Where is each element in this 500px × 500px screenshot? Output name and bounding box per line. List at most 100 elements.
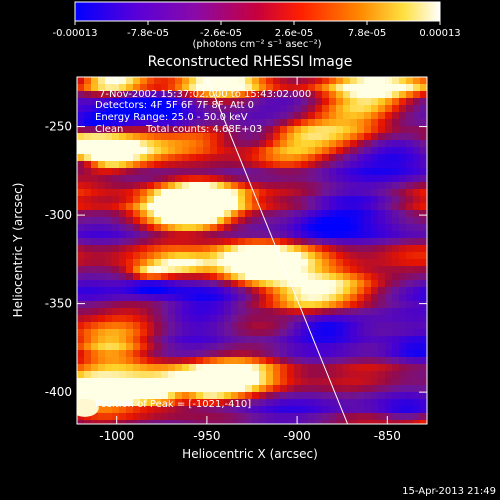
- heatmap-cell: [168, 287, 176, 295]
- heatmap-cell: [175, 147, 183, 155]
- heatmap-cell: [119, 231, 127, 239]
- heatmap-cell: [413, 357, 421, 365]
- heatmap-cell: [140, 287, 148, 295]
- heatmap-cell: [98, 336, 106, 344]
- heatmap-cell: [308, 350, 316, 358]
- heatmap-cell: [252, 350, 260, 358]
- heatmap-cell: [161, 406, 169, 414]
- heatmap-cell: [175, 189, 183, 197]
- heatmap-cell: [357, 91, 365, 99]
- heatmap-image: [77, 77, 427, 424]
- heatmap-cell: [126, 245, 134, 253]
- heatmap-cell: [343, 280, 351, 288]
- heatmap-cell: [385, 385, 393, 393]
- heatmap-cell: [210, 133, 218, 141]
- heatmap-cell: [350, 84, 358, 92]
- heatmap-cell: [371, 357, 379, 365]
- heatmap-cell: [280, 140, 288, 148]
- heatmap-cell: [224, 133, 232, 141]
- heatmap-cell: [196, 147, 204, 155]
- heatmap-cell: [357, 336, 365, 344]
- heatmap-cell: [77, 413, 85, 421]
- heatmap-cell: [392, 161, 400, 169]
- heatmap-cell: [252, 329, 260, 337]
- heatmap-cell: [210, 294, 218, 302]
- heatmap-cell: [77, 259, 85, 267]
- heatmap-cell: [119, 217, 127, 225]
- heatmap-cell: [245, 140, 253, 148]
- heatmap-cell: [287, 336, 295, 344]
- heatmap-cell: [126, 280, 134, 288]
- heatmap-cell: [98, 126, 106, 134]
- heatmap-cell: [119, 336, 127, 344]
- heatmap-cell: [105, 126, 113, 134]
- heatmap-cell: [126, 182, 134, 190]
- heatmap-cell: [301, 308, 309, 316]
- heatmap-cell: [252, 392, 260, 400]
- heatmap-cell: [280, 238, 288, 246]
- heatmap-cell: [210, 77, 218, 85]
- heatmap-cell: [392, 392, 400, 400]
- heatmap-cell: [392, 203, 400, 211]
- heatmap-cell: [98, 371, 106, 379]
- heatmap-cell: [189, 371, 197, 379]
- heatmap-cell: [189, 301, 197, 309]
- heatmap-cell: [273, 371, 281, 379]
- heatmap-cell: [112, 168, 120, 176]
- heatmap-cell: [322, 329, 330, 337]
- heatmap-cell: [91, 126, 99, 134]
- heatmap-cell: [84, 238, 92, 246]
- heatmap-cell: [413, 119, 421, 127]
- heatmap-cell: [84, 266, 92, 274]
- heatmap-cell: [273, 406, 281, 414]
- heatmap-cell: [266, 245, 274, 253]
- heatmap-cell: [259, 315, 267, 323]
- heatmap-cell: [91, 196, 99, 204]
- heatmap-cell: [266, 301, 274, 309]
- heatmap-cell: [287, 329, 295, 337]
- heatmap-cell: [301, 91, 309, 99]
- heatmap-cell: [133, 322, 141, 330]
- heatmap-cell: [168, 77, 176, 85]
- heatmap-cell: [406, 343, 414, 351]
- heatmap-cell: [133, 84, 141, 92]
- heatmap-cell: [357, 315, 365, 323]
- colorbar-unit-label: (photons cm⁻² s⁻¹ asec⁻²): [192, 39, 321, 50]
- heatmap-cell: [238, 364, 246, 372]
- heatmap-cell: [119, 147, 127, 155]
- heatmap-cell: [126, 287, 134, 295]
- heatmap-cell: [266, 238, 274, 246]
- heatmap-cell: [420, 343, 427, 351]
- heatmap-cell: [406, 238, 414, 246]
- heatmap-cell: [280, 378, 288, 386]
- heatmap-cell: [357, 189, 365, 197]
- heatmap-cell: [406, 224, 414, 232]
- heatmap-cell: [210, 287, 218, 295]
- heatmap-cell: [420, 336, 427, 344]
- heatmap-cell: [294, 294, 302, 302]
- heatmap-cell: [301, 133, 309, 141]
- heatmap-cell: [182, 196, 190, 204]
- heatmap-cell: [98, 252, 106, 260]
- heatmap-cell: [168, 343, 176, 351]
- heatmap-cell: [371, 105, 379, 113]
- heatmap-cell: [203, 252, 211, 260]
- heatmap-cell: [161, 378, 169, 386]
- heatmap-cell: [140, 91, 148, 99]
- heatmap-cell: [357, 238, 365, 246]
- heatmap-cell: [140, 147, 148, 155]
- heatmap-cell: [413, 329, 421, 337]
- heatmap-cell: [105, 406, 113, 414]
- heatmap-cell: [399, 203, 407, 211]
- heatmap-cell: [343, 364, 351, 372]
- heatmap-cell: [329, 399, 337, 407]
- heatmap-cell: [301, 322, 309, 330]
- heatmap-cell: [413, 315, 421, 323]
- heatmap-cell: [350, 140, 358, 148]
- heatmap-cell: [420, 91, 427, 99]
- heatmap-cell: [231, 210, 239, 218]
- heatmap-cell: [399, 133, 407, 141]
- heatmap-cell: [392, 350, 400, 358]
- heatmap-cell: [105, 329, 113, 337]
- heatmap-cell: [329, 189, 337, 197]
